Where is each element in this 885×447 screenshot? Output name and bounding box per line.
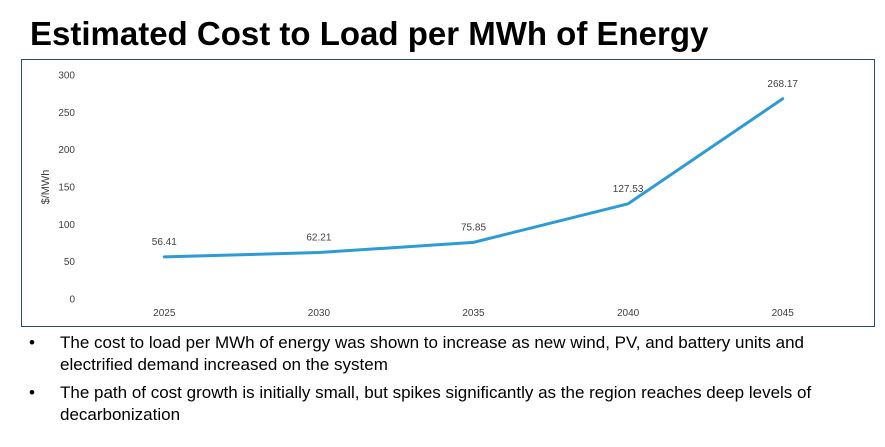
- y-tick-label: 150: [58, 183, 75, 194]
- data-label: 268.17: [767, 79, 798, 90]
- data-label: 56.41: [152, 237, 177, 248]
- data-label: 62.21: [306, 233, 331, 244]
- x-tick-label: 2030: [308, 308, 331, 319]
- bullet-text: The cost to load per MWh of energy was s…: [60, 333, 804, 374]
- y-tick-label: 200: [58, 145, 75, 156]
- data-label: 75.85: [461, 222, 486, 233]
- y-axis-label: $/MWh: [40, 170, 52, 205]
- x-tick-label: 2025: [153, 308, 176, 319]
- bullet-dot-icon: •: [29, 383, 35, 402]
- line-chart: 0 50 100 150 200 250 300 2025 2030 2035 2040 2045 …: [21, 59, 875, 327]
- x-tick-label: 2035: [462, 308, 485, 319]
- bullet-item: • The path of cost growth is initially sm…: [27, 382, 877, 426]
- bullet-text: The path of cost growth is initially sma…: [60, 383, 812, 424]
- y-tick-label: 100: [58, 220, 75, 231]
- x-axis-ticks: 2025 2030 2035 2040 2045: [153, 308, 794, 319]
- y-tick-label: 250: [58, 108, 75, 119]
- y-axis-ticks: 0 50 100 150 200 250 300: [58, 71, 75, 306]
- slide-title: Estimated Cost to Load per MWh of Energy: [30, 15, 709, 52]
- bullet-item: • The cost to load per MWh of energy was …: [27, 332, 877, 376]
- x-tick-label: 2040: [617, 308, 640, 319]
- bullet-list: • The cost to load per MWh of energy was …: [27, 332, 877, 432]
- series-layer: [162, 97, 785, 259]
- data-labels: 56.41 62.21 75.85 127.53 268.17: [152, 79, 799, 248]
- y-tick-label: 50: [64, 257, 76, 268]
- x-tick-label: 2045: [772, 308, 795, 319]
- bullet-dot-icon: •: [29, 333, 35, 352]
- y-tick-label: 0: [69, 295, 75, 306]
- data-label: 127.53: [613, 184, 644, 195]
- y-tick-label: 300: [58, 71, 75, 82]
